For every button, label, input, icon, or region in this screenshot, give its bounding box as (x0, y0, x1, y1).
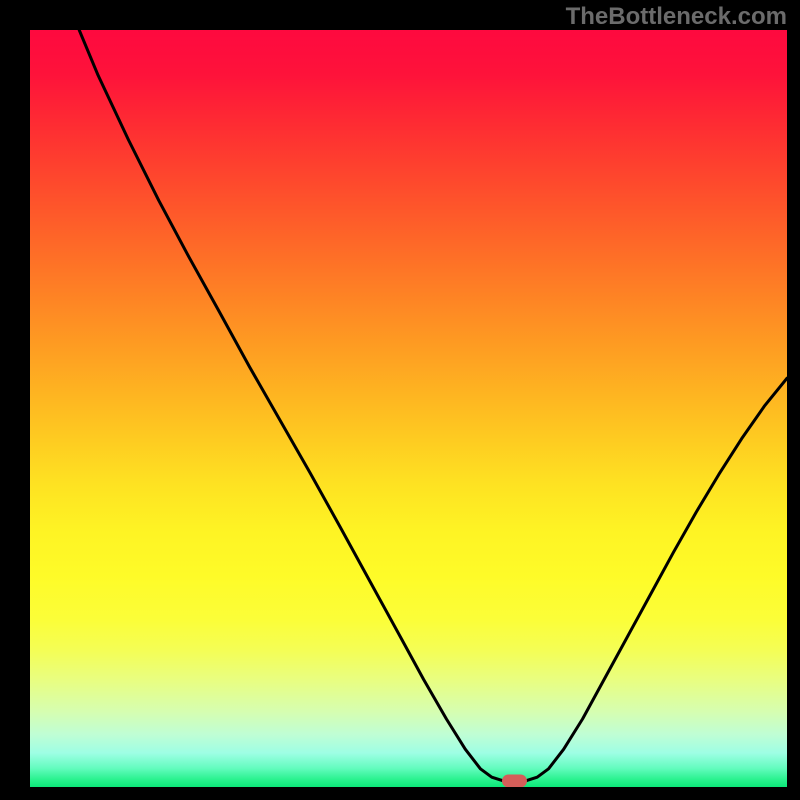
plot-svg (30, 30, 787, 787)
plot-area (30, 30, 787, 787)
chart-frame: TheBottleneck.com (0, 0, 800, 800)
watermark-text: TheBottleneck.com (566, 3, 787, 31)
optimum-marker (502, 775, 527, 787)
gradient-background (30, 30, 787, 787)
